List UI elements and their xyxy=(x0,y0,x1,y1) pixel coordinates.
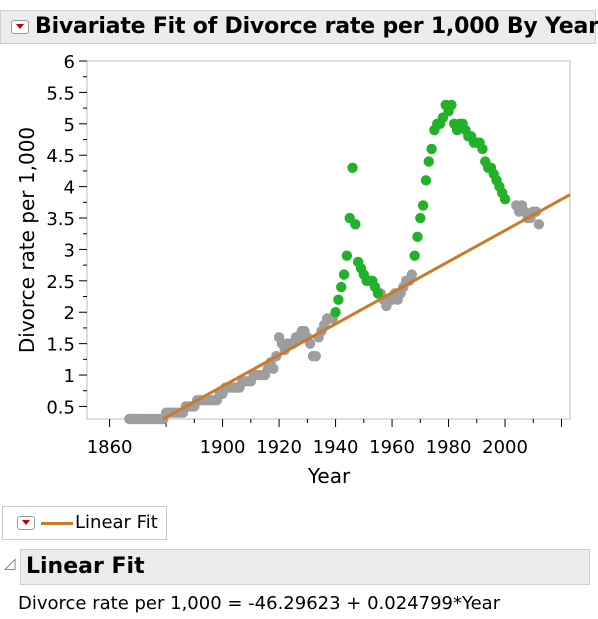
data-point xyxy=(409,250,420,261)
data-point xyxy=(446,99,457,111)
y-tick-label: 4 xyxy=(64,178,75,199)
data-point xyxy=(350,219,361,230)
fit-line-swatch xyxy=(41,522,73,525)
data-points xyxy=(124,99,545,425)
data-point xyxy=(406,269,418,280)
linear-fit-title: Linear Fit xyxy=(26,554,145,579)
y-tick-label: 5 xyxy=(64,115,75,136)
report-title: Bivariate Fit of Divorce rate per 1,000 … xyxy=(35,14,598,39)
linear-fit-line xyxy=(162,193,571,421)
data-point xyxy=(336,281,347,293)
data-point xyxy=(477,143,488,155)
y-axis-label: Divorce rate per 1,000 xyxy=(15,127,39,353)
y-tick-label: 3.5 xyxy=(46,209,75,230)
collapse-triangle-icon[interactable]: ◿ xyxy=(4,554,16,572)
x-tick-label: 1940 xyxy=(313,437,359,458)
data-point xyxy=(420,175,432,186)
data-point xyxy=(341,250,353,261)
red-triangle-menu-icon[interactable] xyxy=(11,20,29,34)
x-tick-label: 2000 xyxy=(482,437,528,458)
x-axis: 1860 1900 1920 1940 1960 1980 2000 xyxy=(87,419,563,458)
y-tick-label: 2.5 xyxy=(46,272,75,293)
linear-fit-header[interactable]: Linear Fit xyxy=(20,549,590,585)
x-tick-label: 1980 xyxy=(426,437,472,458)
y-tick-label: 4.5 xyxy=(46,146,75,167)
y-axis: 0.5 1 1.5 2 2.5 3 3.5 4 4.5 5 5.5 6 xyxy=(46,52,87,418)
fit-equation: Divorce rate per 1,000 = -46.29623 + 0.0… xyxy=(18,593,501,614)
data-point xyxy=(415,212,426,224)
x-tick-label: 1860 xyxy=(87,437,133,458)
y-tick-label: 2 xyxy=(64,303,75,324)
data-point xyxy=(372,288,384,299)
red-triangle-menu-icon[interactable] xyxy=(17,516,35,530)
data-point xyxy=(268,363,279,374)
data-point xyxy=(426,143,437,155)
y-tick-label: 1.5 xyxy=(46,335,75,356)
data-point xyxy=(310,350,321,362)
data-point xyxy=(499,193,511,205)
legend-label: Linear Fit xyxy=(75,512,158,533)
x-tick-label: 1960 xyxy=(369,437,415,458)
data-point xyxy=(533,219,545,230)
y-tick-label: 3 xyxy=(64,240,75,261)
y-tick-label: 6 xyxy=(64,52,75,73)
data-point xyxy=(423,156,434,167)
y-tick-label: 5.5 xyxy=(46,83,75,104)
data-point xyxy=(338,269,350,280)
x-axis-label: Year xyxy=(307,464,351,488)
data-point xyxy=(412,231,423,243)
y-tick-label: 0.5 xyxy=(46,397,75,418)
legend: Linear Fit xyxy=(2,506,167,540)
scatter-chart: 0.5 1 1.5 2 2.5 3 3.5 4 4.5 5 5.5 6 1860 1900 1920 194… xyxy=(15,52,571,488)
data-point xyxy=(347,162,358,173)
plot-frame xyxy=(86,60,571,420)
x-tick-label: 1920 xyxy=(256,437,302,458)
x-tick-label: 1900 xyxy=(200,437,246,458)
data-point xyxy=(333,294,344,305)
report-header: Bivariate Fit of Divorce rate per 1,000 … xyxy=(0,10,598,44)
data-point xyxy=(330,307,341,318)
y-tick-label: 1 xyxy=(64,366,75,387)
data-point xyxy=(417,200,429,211)
